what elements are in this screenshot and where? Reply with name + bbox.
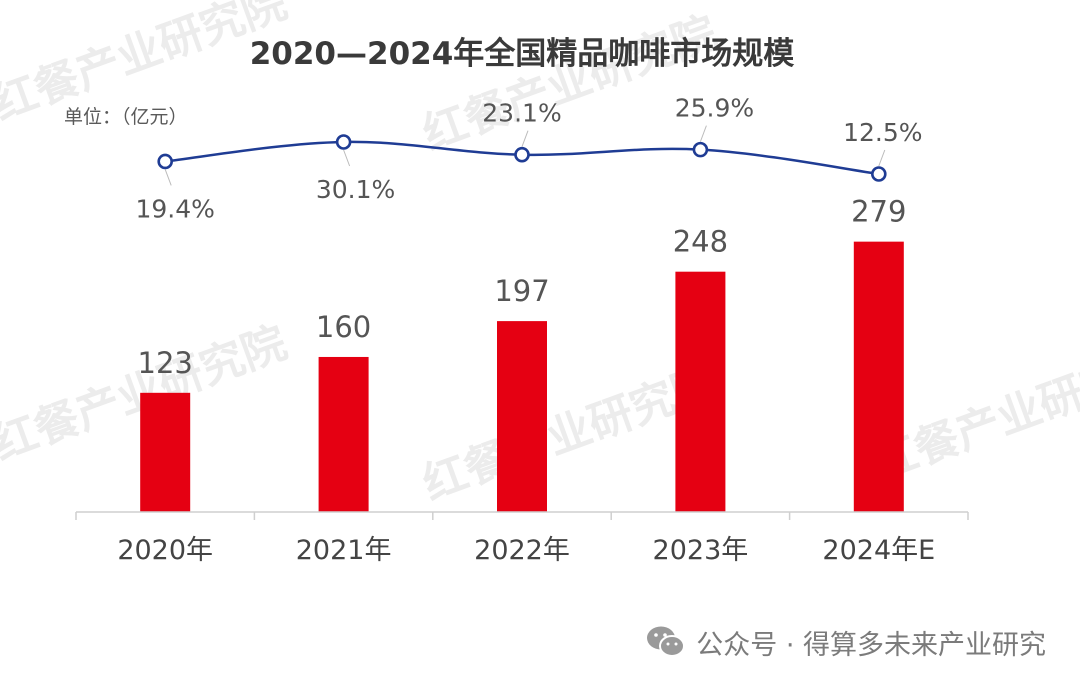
x-tick-label: 2024年E — [822, 535, 935, 566]
bar-value-label: 197 — [494, 274, 549, 308]
x-axis — [75, 511, 969, 520]
chart-title: 2020—2024年全国精品咖啡市场规模 — [250, 36, 795, 72]
bar-value-label: 123 — [138, 346, 193, 380]
growth-label-leader — [164, 169, 172, 186]
bar-value-label: 279 — [851, 195, 906, 229]
bar — [853, 241, 904, 513]
growth-rate-label: 23.1% — [482, 99, 561, 128]
growth-rate-label: 19.4% — [135, 194, 214, 223]
bar — [318, 356, 369, 512]
x-tick-label: 2023年 — [653, 535, 749, 566]
growth-label-leader — [521, 130, 529, 147]
x-tick-label: 2021年 — [296, 535, 392, 566]
x-tick-label: 2022年 — [474, 535, 570, 566]
footer-text: 公众号 · 得算多未来产业研究 — [696, 629, 1046, 661]
watermark: 红餐产业研究院 — [416, 7, 723, 160]
growth-line-layer — [157, 125, 887, 186]
growth-label-leader — [343, 149, 351, 167]
growth-rate-label: 30.1% — [316, 175, 395, 204]
wechat-icon — [647, 626, 686, 657]
growth-label-leader — [878, 149, 886, 167]
bar-value-label: 160 — [316, 310, 371, 344]
growth-point — [692, 141, 709, 158]
x-tick-label: 2020年 — [117, 535, 213, 566]
labels-layer: 123 2020年 160 2021年 197 2022年 248 2023年 279 2024年… — [117, 94, 935, 566]
growth-point — [514, 146, 530, 163]
bars-layer — [140, 241, 904, 513]
bar-value-label: 248 — [673, 225, 728, 259]
bar — [140, 392, 191, 512]
growth-point — [335, 134, 352, 150]
growth-rate-label: 25.9% — [675, 94, 754, 123]
growth-point — [870, 166, 887, 182]
growth-rate-label: 12.5% — [843, 118, 922, 147]
bar — [675, 271, 726, 512]
unit-label: 单位：（亿元） — [64, 106, 188, 128]
growth-point — [157, 153, 173, 170]
footer: 公众号 · 得算多未来产业研究 — [646, 620, 1046, 664]
growth-label-leader — [699, 125, 707, 142]
bar — [497, 321, 547, 512]
